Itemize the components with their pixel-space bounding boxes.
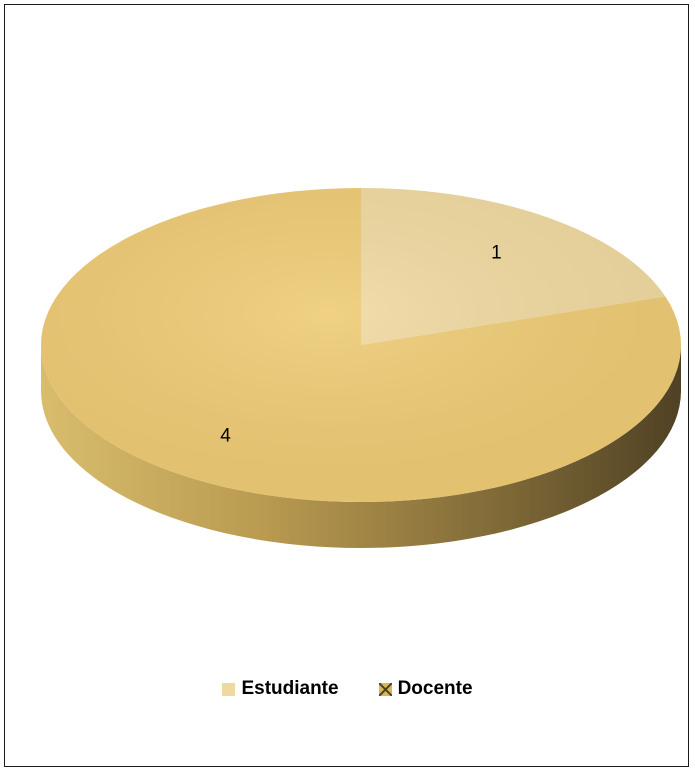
pie-group: 14 (40, 188, 681, 548)
data-label-estudiante: 1 (491, 243, 502, 264)
legend-swatch-docente (378, 682, 392, 696)
legend-label-docente: Docente (397, 678, 473, 699)
legend-item-estudiante: Estudiante (222, 678, 339, 700)
legend-item-docente: Docente (378, 678, 473, 700)
legend-swatch-estudiante (222, 682, 236, 696)
legend-label-estudiante: Estudiante (241, 678, 339, 699)
data-label-docente: 4 (220, 425, 231, 446)
legend: Estudiante Docente (0, 678, 695, 700)
